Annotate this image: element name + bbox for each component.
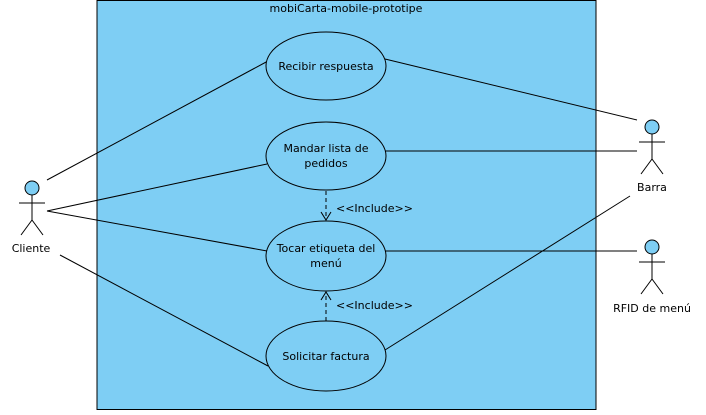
actor-barra-label: Barra xyxy=(637,181,667,194)
include-arrow-2-head xyxy=(320,291,332,301)
assoc-cliente-mandar xyxy=(46,163,268,212)
assoc-cliente-tocar xyxy=(46,210,268,252)
use-case-recibir-respuesta[interactable] xyxy=(265,31,387,101)
actor-barra-leg-left xyxy=(640,158,653,175)
use-case-tocar-label-2: menú xyxy=(310,257,341,270)
assoc-cliente-recibir xyxy=(46,60,269,181)
actor-barra-head xyxy=(644,119,660,135)
use-case-tocar-label-1: Tocar etiqueta del xyxy=(276,242,376,255)
actor-cliente-head xyxy=(24,180,40,196)
actor-rfid[interactable] xyxy=(639,239,665,295)
include-label-2: <<Include>> xyxy=(336,299,413,312)
use-case-solicitar-factura[interactable] xyxy=(265,320,387,392)
include-label-1: <<Include>> xyxy=(336,202,413,215)
actor-cliente[interactable] xyxy=(19,180,45,236)
actor-rfid-leg-right xyxy=(651,278,664,295)
actor-rfid-leg-left xyxy=(640,278,653,295)
actor-barra[interactable] xyxy=(639,119,665,175)
assoc-solicitar-barra xyxy=(384,195,631,351)
use-case-mandar-label-1: Mandar lista de xyxy=(283,142,368,155)
include-relations xyxy=(320,191,332,321)
actor-cliente-leg-left xyxy=(20,219,33,236)
actor-barra-leg-right xyxy=(651,158,664,175)
actor-rfid-head xyxy=(644,239,660,255)
system-title: mobiCarta-mobile-prototipe xyxy=(270,2,423,15)
assoc-cliente-solicitar xyxy=(59,254,269,367)
use-case-tocar-etiqueta[interactable] xyxy=(265,220,387,292)
associations xyxy=(46,58,638,367)
include-arrow-1-head xyxy=(320,211,332,221)
use-case-mandar-lista[interactable] xyxy=(265,121,387,191)
actor-cliente-leg-right xyxy=(31,219,44,236)
use-case-solicitar-label-1: Solicitar factura xyxy=(282,350,369,363)
actor-cliente-label: Cliente xyxy=(12,242,51,255)
actor-rfid-label: RFID de menú xyxy=(613,302,691,315)
assoc-recibir-barra xyxy=(384,58,638,121)
use-case-mandar-label-2: pedidos xyxy=(304,157,348,170)
use-case-recibir-label-1: Recibir respuesta xyxy=(278,60,373,73)
